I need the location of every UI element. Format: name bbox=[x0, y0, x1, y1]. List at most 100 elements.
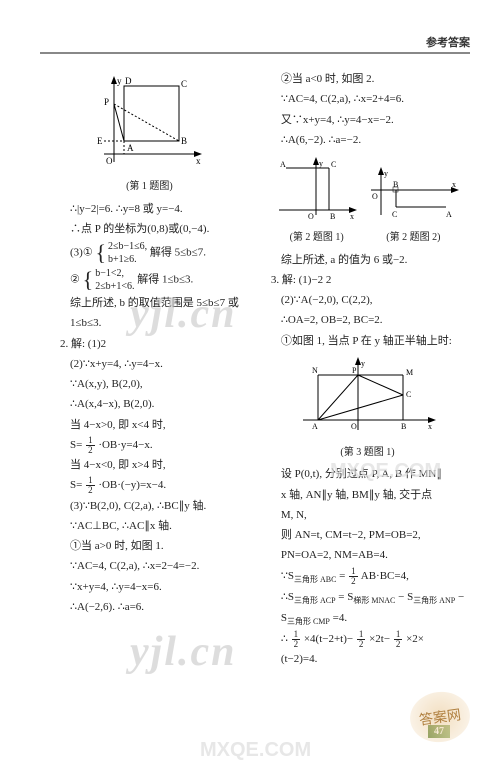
text-line: (3)① { 2≤b−1≤6, b+1≥6. 解得 5≤b≤7. bbox=[60, 240, 239, 266]
svg-text:C: C bbox=[181, 79, 187, 89]
svg-text:O: O bbox=[351, 422, 357, 431]
text: b−1<2, bbox=[95, 268, 124, 279]
subscript: 三角形 ABC bbox=[294, 575, 336, 584]
svg-text:x: x bbox=[452, 180, 456, 189]
text: = bbox=[339, 570, 345, 582]
text: b+1≥6. bbox=[108, 254, 137, 265]
text: (3)① bbox=[70, 247, 93, 259]
fraction: 12 bbox=[349, 567, 358, 586]
text: ∵S bbox=[281, 570, 294, 582]
fig2a-caption: (第 2 题图 1) bbox=[274, 229, 359, 247]
figure-2b: y O B C A x bbox=[366, 165, 461, 225]
text-line: x 轴, AN∥y 轴, BM∥y 轴, 交于点 bbox=[271, 486, 464, 505]
text-line: (3)∵B(2,0), C(2,a), ∴BC∥y 轴. bbox=[60, 497, 239, 516]
text: 解得 1≤b≤3. bbox=[137, 274, 193, 286]
fraction: 12 bbox=[86, 476, 95, 495]
svg-text:y: y bbox=[319, 159, 323, 168]
text-line: (t−2)=4. bbox=[271, 650, 464, 669]
text-line: 又∵x+y=4, ∴y=4−x=−2. bbox=[271, 111, 464, 130]
text-line: M, N, bbox=[271, 506, 464, 525]
text: − S bbox=[398, 591, 413, 603]
svg-text:O: O bbox=[106, 156, 113, 166]
svg-text:C: C bbox=[406, 390, 411, 399]
text-line: 当 4−x<0, 即 x>4 时, bbox=[60, 456, 239, 475]
svg-text:D: D bbox=[125, 76, 132, 86]
text-line: ①如图 1, 当点 P 在 y 轴正半轴上时: bbox=[271, 332, 464, 351]
subscript: 三角形 ANP bbox=[413, 596, 455, 605]
text: S= bbox=[70, 479, 82, 491]
subscript: 三角形 ACP bbox=[294, 596, 336, 605]
text-line: (2)∵x+y=4, ∴y=4−x. bbox=[60, 355, 239, 374]
svg-text:A: A bbox=[312, 422, 318, 431]
text-line: 3. 解: (1)−2 2 bbox=[271, 271, 464, 290]
text-line: ∵x+y=4, ∴y=4−x=6. bbox=[60, 578, 239, 597]
svg-text:x: x bbox=[196, 156, 201, 166]
right-column: ②当 a<0 时, 如图 2. ∵AC=4, C(2,a), ∴x=2+4=6.… bbox=[271, 70, 464, 742]
text-line: 当 4−x>0, 即 x<4 时, bbox=[60, 416, 239, 435]
text-line: 则 AN=t, CM=t−2, PM=OB=2, bbox=[271, 526, 464, 545]
text: 2≤b+1<6. bbox=[95, 281, 134, 292]
brace-group: { 2≤b−1≤6, b+1≥6. bbox=[95, 240, 147, 266]
brace: { bbox=[83, 270, 94, 290]
text: AB·BC=4, bbox=[361, 570, 409, 582]
fig3-caption: (第 3 题图 1) bbox=[271, 444, 464, 462]
text: = S bbox=[338, 591, 353, 603]
text: ×2× bbox=[406, 633, 424, 645]
fraction: 12 bbox=[292, 630, 301, 649]
text-line: ∴OA=2, OB=2, BC=2. bbox=[271, 311, 464, 330]
text-line: ∵S三角形 ABC = 12 AB·BC=4, bbox=[271, 567, 464, 587]
text-line: ∴点 P 的坐标为(0,8)或(0,−4). bbox=[60, 220, 239, 239]
figure-2a: A y C O B x bbox=[274, 155, 359, 225]
brace-group: { b−1<2, 2≤b+1<6. bbox=[83, 267, 135, 293]
text: =4. bbox=[333, 612, 347, 624]
fraction: 12 bbox=[394, 630, 403, 649]
text-line: ∵AC⊥BC, ∴AC∥x 轴. bbox=[60, 517, 239, 536]
text-line: ∵AC=4, C(2,a), ∴x=2+4=6. bbox=[271, 90, 464, 109]
text-line: ∴A(6,−2). ∴a=−2. bbox=[271, 131, 464, 150]
brace: { bbox=[95, 243, 106, 263]
text-line: ∵A(x,y), B(2,0), bbox=[60, 375, 239, 394]
watermark-mx: MXQE.COM bbox=[330, 460, 441, 483]
text-line: 综上所述, a 的值为 6 或−2. bbox=[271, 251, 464, 270]
svg-text:A: A bbox=[446, 210, 452, 219]
watermark: yjl.cn bbox=[130, 290, 236, 338]
svg-text:P: P bbox=[352, 366, 357, 375]
text: ·OB·y=4−x. bbox=[98, 439, 152, 451]
text: ∴S bbox=[281, 591, 294, 603]
watermark-mx: MXQE.COM bbox=[200, 739, 311, 762]
svg-text:A: A bbox=[280, 160, 286, 169]
text: 2≤b−1≤6, bbox=[108, 241, 147, 252]
subscript: 三角形 CMP bbox=[287, 617, 330, 626]
svg-text:P: P bbox=[104, 97, 109, 107]
text: ·OB·(−y)=x−4. bbox=[98, 479, 166, 491]
watermark: yjl.cn bbox=[130, 628, 236, 676]
figure-row: A y C O B x (第 2 题图 1) bbox=[271, 151, 464, 251]
text: 解得 5≤b≤7. bbox=[150, 247, 206, 259]
svg-text:B: B bbox=[401, 422, 406, 431]
svg-text:B: B bbox=[393, 180, 398, 189]
text: ×2t− bbox=[369, 633, 390, 645]
fig2b-caption: (第 2 题图 2) bbox=[366, 229, 461, 247]
fraction: 12 bbox=[86, 436, 95, 455]
svg-text:B: B bbox=[330, 212, 335, 221]
text-line: ∴A(−2,6). ∴a=6. bbox=[60, 598, 239, 617]
text-line: S= 12 ·OB·(−y)=x−4. bbox=[60, 476, 239, 495]
content-columns: y x O D C P E A B (第 1 题图) ∴|y−2|=6. ∴y=… bbox=[60, 70, 460, 742]
svg-text:C: C bbox=[331, 160, 336, 169]
svg-text:B: B bbox=[181, 136, 187, 146]
svg-text:y: y bbox=[361, 359, 365, 368]
text: ∴ bbox=[281, 633, 288, 645]
svg-text:E: E bbox=[97, 136, 103, 146]
header-title: 参考答案 bbox=[426, 34, 470, 50]
text: − bbox=[458, 591, 464, 603]
text-line: S= 12 ·OB·y=4−x. bbox=[60, 436, 239, 455]
text-line: PN=OA=2, NM=AB=4. bbox=[271, 546, 464, 565]
svg-text:C: C bbox=[392, 210, 397, 219]
header-rule bbox=[40, 52, 470, 54]
text-line: ①当 a>0 时, 如图 1. bbox=[60, 537, 239, 556]
text-line: (2)∵A(−2,0), C(2,2), bbox=[271, 291, 464, 310]
text-line: ∴|y−2|=6. ∴y=8 或 y=−4. bbox=[60, 200, 239, 219]
svg-text:x: x bbox=[350, 212, 354, 221]
svg-text:y: y bbox=[117, 76, 122, 86]
svg-text:N: N bbox=[312, 366, 318, 375]
